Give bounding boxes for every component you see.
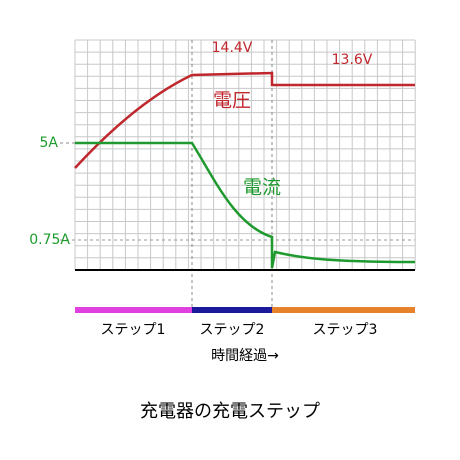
current-label: 電流 xyxy=(243,177,281,199)
voltage-level: 13.6V xyxy=(332,52,373,68)
step3-bar xyxy=(272,307,415,313)
time-label: 時間経過→ xyxy=(211,348,279,364)
step1-bar xyxy=(75,307,192,313)
step2-bar xyxy=(192,307,272,313)
current-level: 5A xyxy=(40,135,59,151)
step-label: ステップ2 xyxy=(200,322,265,338)
current-level: 0.75A xyxy=(29,232,70,248)
step-label: ステップ1 xyxy=(101,322,166,338)
grid xyxy=(74,39,416,271)
voltage-label: 電圧 xyxy=(213,90,251,112)
voltage-curve xyxy=(74,71,415,169)
voltage-level: 14.4V xyxy=(212,40,253,56)
title: 充電器の充電ステップ xyxy=(140,401,320,422)
step-label: ステップ3 xyxy=(313,322,378,338)
current-curve xyxy=(75,141,416,269)
